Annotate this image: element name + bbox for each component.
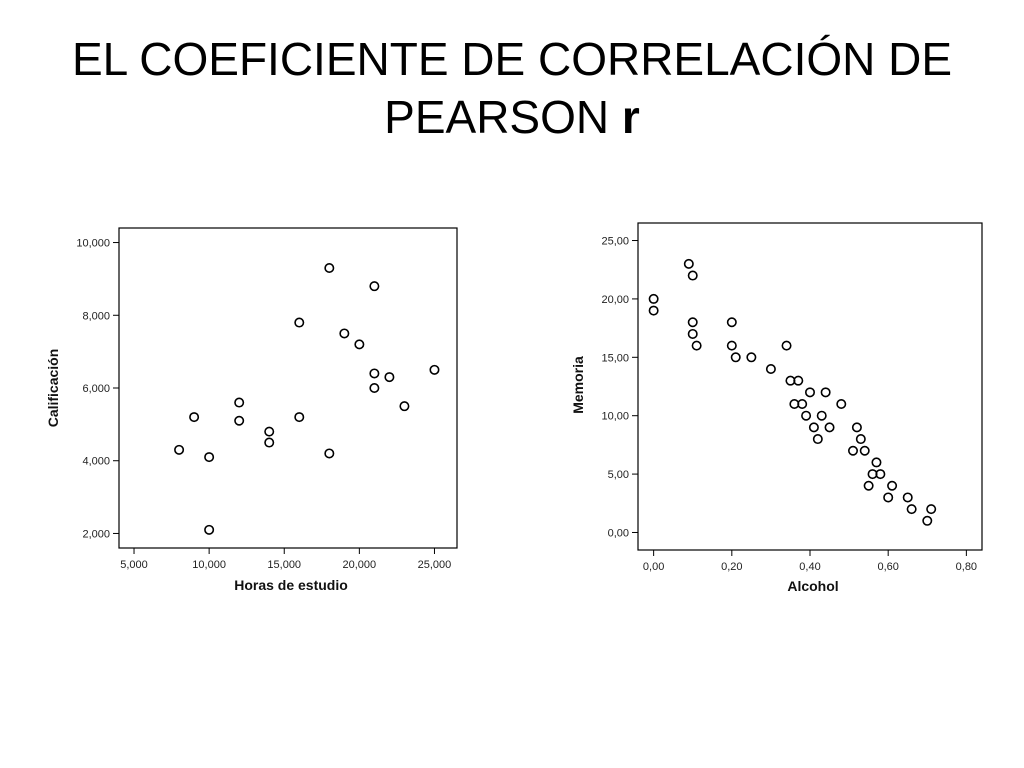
data-point (863, 480, 874, 491)
y-axis: 2,000 4,000 6,000 8,000 10,000 (76, 238, 119, 540)
data-point (294, 412, 305, 423)
x-axis-label: Horas de estudio (234, 577, 348, 593)
x-tick-label: 15,000 (267, 559, 301, 571)
data-point (730, 352, 741, 363)
data-point (687, 270, 698, 281)
y-tick-label: 5,00 (608, 469, 629, 481)
y-tick-label: 10,00 (601, 411, 629, 423)
data-point (805, 387, 816, 398)
x-axis-label: Alcohol (787, 578, 838, 594)
data-point (875, 469, 886, 480)
data-point (691, 340, 702, 351)
data-point (324, 262, 335, 273)
slide-title: EL COEFICIENTE DE CORRELACIÓN DE PEARSON… (0, 30, 1024, 146)
data-point (906, 504, 917, 515)
x-axis: 5,000 10,000 15,000 20,000 25,000 (120, 548, 451, 571)
data-point (339, 328, 350, 339)
data-point (816, 410, 827, 421)
data-point (369, 383, 380, 394)
data-point (726, 340, 737, 351)
y-tick-label: 25,00 (601, 236, 629, 248)
data-point (883, 492, 894, 503)
slide-title-r: r (621, 91, 640, 143)
data-point (797, 399, 808, 410)
data-point (781, 340, 792, 351)
x-axis: 0,00 0,20 0,40 0,60 0,80 (643, 550, 977, 573)
data-point (648, 293, 659, 304)
data-points (174, 262, 440, 535)
data-point (765, 363, 776, 374)
y-tick-label: 2,000 (82, 528, 110, 540)
y-tick-label: 6,000 (82, 383, 110, 395)
y-tick-label: 20,00 (601, 294, 629, 306)
x-tick-label: 5,000 (120, 559, 148, 571)
x-tick-label: 0,80 (956, 561, 977, 573)
slide-title-main: EL COEFICIENTE DE CORRELACIÓN DE PEARSON (71, 33, 953, 143)
plot-frame (118, 227, 458, 549)
data-point (851, 422, 862, 433)
data-point (687, 317, 698, 328)
y-tick-label: 0,00 (608, 527, 629, 539)
data-point (369, 281, 380, 292)
y-axis: 0,00 5,00 10,00 15,00 20,00 25,00 (601, 236, 638, 539)
y-tick-label: 10,000 (76, 238, 110, 250)
scatter-chart-alcohol-memoria: 0,00 5,00 10,00 15,00 20,00 25,00 0,00 0,20 0,4… (570, 222, 983, 594)
data-point (926, 504, 937, 515)
y-tick-label: 8,000 (82, 310, 110, 322)
x-tick-label: 25,000 (418, 559, 452, 571)
data-point (801, 410, 812, 421)
x-tick-label: 20,000 (343, 559, 377, 571)
data-point (384, 372, 395, 383)
data-point (887, 480, 898, 491)
data-point (234, 397, 245, 408)
x-tick-label: 0,40 (799, 561, 820, 573)
data-point (808, 422, 819, 433)
data-point (264, 426, 275, 437)
data-point (354, 339, 365, 350)
data-point (683, 258, 694, 269)
x-tick-label: 0,20 (721, 561, 742, 573)
data-point (824, 422, 835, 433)
data-point (746, 352, 757, 363)
data-point (820, 387, 831, 398)
data-point (836, 399, 847, 410)
data-point (189, 412, 200, 423)
x-tick-label: 0,00 (643, 561, 664, 573)
y-axis-label: Calificación (45, 349, 61, 428)
data-points (648, 258, 937, 526)
data-point (726, 317, 737, 328)
data-point (369, 368, 380, 379)
data-point (855, 434, 866, 445)
data-point (429, 364, 440, 375)
data-point (324, 448, 335, 459)
data-point (812, 434, 823, 445)
data-point (264, 437, 275, 448)
data-point (902, 492, 913, 503)
data-point (294, 317, 305, 328)
data-point (922, 515, 933, 526)
data-point (793, 375, 804, 386)
data-point (399, 401, 410, 412)
data-point (648, 305, 659, 316)
y-axis-label: Memoria (570, 356, 586, 414)
data-point (859, 445, 870, 456)
data-point (687, 328, 698, 339)
data-point (174, 444, 185, 455)
data-point (234, 415, 245, 426)
data-point (847, 445, 858, 456)
data-point (871, 457, 882, 468)
x-tick-label: 0,60 (877, 561, 898, 573)
data-point (204, 452, 215, 463)
scatter-chart-horas-calificacion: 2,000 4,000 6,000 8,000 10,000 5,000 10,000 15… (45, 227, 458, 593)
y-tick-label: 15,00 (601, 352, 629, 364)
x-tick-label: 10,000 (192, 559, 226, 571)
data-point (204, 524, 215, 535)
y-tick-label: 4,000 (82, 456, 110, 468)
